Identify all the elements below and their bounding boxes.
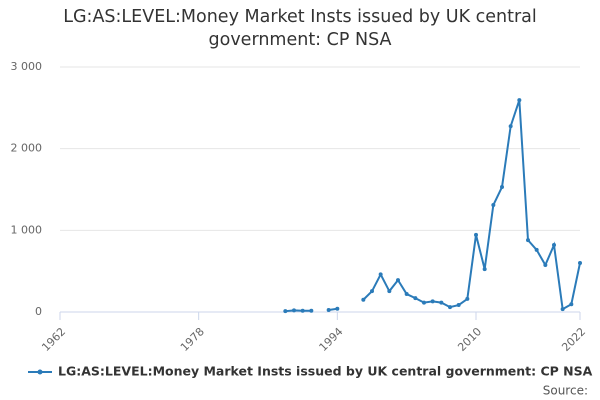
data-point — [500, 185, 504, 190]
data-point — [292, 308, 296, 313]
y-tick-label: 0 — [35, 305, 42, 318]
x-tick-label: 1978 — [178, 325, 207, 354]
data-point — [413, 296, 418, 301]
x-tick-label: 2010 — [455, 325, 484, 354]
data-point — [439, 300, 444, 305]
data-point — [517, 98, 522, 103]
data-point — [526, 238, 530, 243]
data-point — [422, 300, 426, 305]
data-point — [326, 307, 331, 312]
data-point — [387, 289, 392, 294]
x-tick-label: 2022 — [559, 325, 588, 354]
data-point — [543, 263, 548, 268]
data-point — [370, 289, 374, 294]
data-point — [534, 247, 539, 252]
data-point — [283, 309, 288, 314]
data-point — [474, 232, 478, 237]
data-point — [560, 307, 565, 312]
data-point — [456, 303, 461, 308]
x-tick-label: 1994 — [317, 325, 346, 354]
data-point — [378, 272, 383, 277]
data-point — [448, 305, 452, 310]
data-point — [465, 296, 470, 301]
data-point — [552, 243, 556, 248]
y-tick-label: 2 000 — [11, 142, 43, 155]
x-tick-label: 1962 — [39, 325, 68, 354]
data-point — [578, 261, 582, 265]
data-point — [335, 306, 340, 311]
y-tick-label: 3 000 — [11, 60, 43, 73]
data-point — [396, 278, 400, 283]
data-point — [491, 203, 496, 208]
legend-label: LG:AS:LEVEL:Money Market Insts issued by… — [58, 364, 593, 379]
data-point — [482, 267, 487, 272]
data-point — [309, 308, 314, 313]
series-line — [285, 99, 581, 313]
chart-title: LG:AS:LEVEL:Money Market Insts issued by… — [63, 7, 537, 50]
y-tick-label: 1 000 — [11, 223, 43, 236]
legend-marker — [37, 369, 43, 375]
data-point — [300, 308, 305, 313]
data-point — [508, 124, 513, 129]
data-point — [430, 299, 435, 304]
data-point — [404, 292, 409, 297]
data-point — [361, 297, 366, 302]
source: Source: — [543, 384, 588, 398]
data-point — [569, 302, 574, 307]
